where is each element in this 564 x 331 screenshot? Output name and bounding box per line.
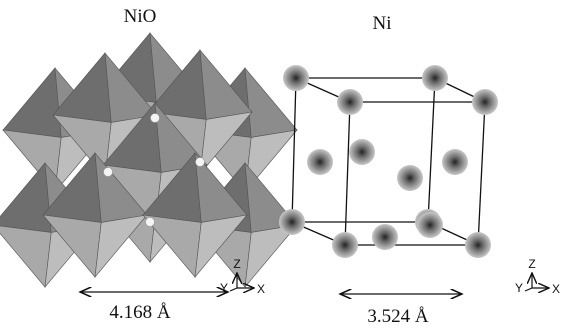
nickel-atom: [472, 89, 498, 115]
axis-label: Z: [528, 257, 535, 271]
oxygen-atom: [196, 158, 205, 167]
ni-structure: [279, 65, 498, 258]
nickel-atom: [422, 65, 448, 91]
octahedron-face: [0, 163, 51, 232]
nickel-atom: [349, 139, 375, 165]
octahedron-face: [3, 68, 61, 137]
octahedron-face: [0, 225, 51, 287]
nickel-atom: [417, 212, 443, 238]
axis-label: X: [552, 282, 560, 296]
lattice-constant: 3.524 Å: [367, 306, 429, 327]
panel-title: NiO: [124, 6, 157, 27]
axis-label: Y: [220, 281, 228, 295]
nickel-atom: [279, 209, 305, 235]
axis-line: [525, 288, 532, 291]
oxygen-atom: [146, 218, 155, 227]
nio-structure: [0, 33, 297, 287]
axis-line: [230, 288, 237, 291]
axis-triad: ZY X: [515, 257, 560, 296]
axis-label: Y: [515, 281, 523, 295]
panel-title: Ni: [373, 13, 392, 34]
nickel-atom: [372, 224, 398, 250]
nickel-atom: [397, 165, 423, 191]
oxygen-atom: [151, 114, 160, 123]
nickel-atom: [332, 232, 358, 258]
lattice-constant: 4.168 Å: [109, 302, 171, 323]
page: {"panels": [ {"title": "NiO", "dimension…: [0, 0, 564, 331]
nickel-atom: [465, 232, 491, 258]
axis-label: X: [257, 282, 265, 296]
nickel-atom: [337, 89, 363, 115]
nickel-atom: [307, 149, 333, 175]
nickel-atom: [442, 149, 468, 175]
oxygen-atom: [104, 168, 113, 177]
nickel-atom: [283, 65, 309, 91]
figure: NiO 4.168 Å Ni 3.524 Å ZYXZYX: [0, 0, 564, 331]
axis-label: Z: [233, 257, 240, 271]
